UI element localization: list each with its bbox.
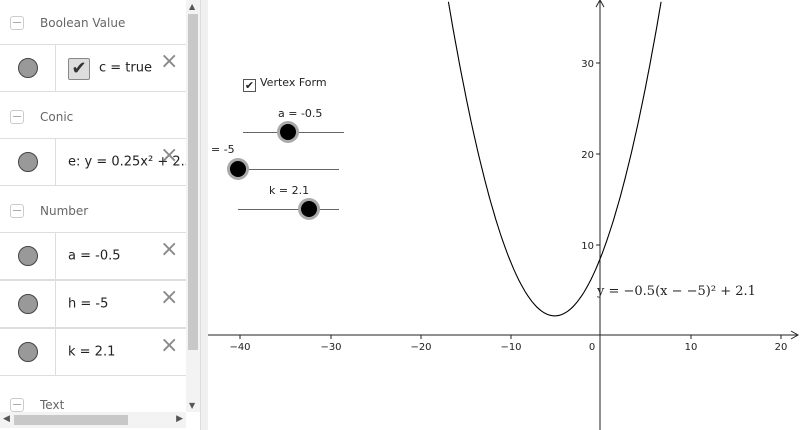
algebra-item-k[interactable]: k = 2.1 × [0, 328, 186, 376]
algebra-item-a[interactable]: a = -0.5 × [0, 232, 186, 280]
vertical-scrollbar[interactable]: ▲ ▼ [186, 0, 200, 412]
visibility-dot-icon[interactable] [18, 342, 38, 362]
group-label: Text [40, 398, 65, 412]
scroll-thumb[interactable] [188, 14, 198, 350]
slider-h-label: = -5 [211, 143, 235, 156]
panel-divider[interactable] [200, 0, 208, 430]
graphics-view[interactable]: −40 −30 −20 −10 0 10 20 10 20 30 [208, 0, 800, 430]
visibility-toggle[interactable] [0, 45, 56, 91]
y-axis-arrow-icon [595, 0, 605, 8]
visibility-toggle[interactable] [0, 281, 56, 327]
scroll-right-icon[interactable]: ▶ [176, 414, 183, 424]
item-text: k = 2.1 [68, 344, 116, 360]
delete-icon[interactable]: × [160, 49, 179, 74]
visibility-dot-icon[interactable] [18, 58, 38, 78]
delete-icon[interactable]: × [160, 285, 179, 310]
graph-canvas[interactable]: −40 −30 −20 −10 0 10 20 10 20 30 [208, 0, 800, 430]
x-tick-label: −30 [320, 342, 341, 353]
slider-k-handle[interactable] [301, 201, 317, 217]
algebra-view: Boolean Value ✔ c = true × Conic e: y = … [0, 0, 200, 430]
parabola-curve[interactable] [447, 1, 662, 317]
y-tick-marks [596, 62, 600, 246]
delete-icon[interactable]: × [160, 143, 179, 168]
slider-k-label: k = 2.1 [269, 184, 310, 197]
algebra-item-c[interactable]: ✔ c = true × [0, 44, 186, 92]
slider-h-track[interactable] [238, 169, 339, 170]
algebra-item-h[interactable]: h = -5 × [0, 280, 186, 328]
group-header-conic[interactable]: Conic [0, 94, 186, 140]
y-tick-label: 20 [581, 150, 594, 161]
item-text: e: y = 0.25x² + 2.5x [68, 154, 200, 170]
item-text: h = -5 [68, 296, 109, 312]
visibility-toggle[interactable] [0, 139, 56, 185]
vertex-form-formula: y = −0.5(x − −5)² + 2.1 [597, 284, 756, 299]
item-text: c = true [99, 60, 152, 76]
group-header-boolean[interactable]: Boolean Value [0, 0, 186, 46]
vertex-form-checkbox[interactable]: ✔ Vertex Form [243, 76, 327, 92]
collapse-icon[interactable] [10, 16, 24, 30]
x-tick-label: 20 [775, 342, 788, 353]
x-tick-marks [239, 335, 782, 339]
x-tick-label: −20 [410, 342, 431, 353]
collapse-icon[interactable] [10, 398, 24, 412]
x-tick-label: −40 [229, 342, 250, 353]
collapse-icon[interactable] [10, 110, 24, 124]
checkbox-c[interactable]: ✔ [68, 58, 90, 80]
group-header-number[interactable]: Number [0, 188, 186, 234]
horizontal-scrollbar[interactable]: ◀ ▶ [0, 412, 186, 428]
y-tick-label: 10 [581, 241, 594, 252]
slider-h-handle[interactable] [230, 161, 246, 177]
group-label: Boolean Value [40, 16, 126, 30]
checkbox-label: Vertex Form [260, 76, 327, 89]
delete-icon[interactable]: × [160, 333, 179, 358]
scroll-left-icon[interactable]: ◀ [3, 414, 10, 424]
scroll-thumb[interactable] [14, 415, 128, 425]
x-tick-label: 0 [589, 342, 595, 353]
slider-a-handle[interactable] [280, 124, 296, 140]
group-header-text[interactable]: Text [0, 382, 186, 428]
visibility-dot-icon[interactable] [18, 152, 38, 172]
slider-k-track[interactable] [238, 209, 339, 210]
delete-icon[interactable]: × [160, 237, 179, 262]
visibility-dot-icon[interactable] [18, 246, 38, 266]
scroll-up-icon[interactable]: ▲ [189, 2, 196, 11]
checkbox-checked-icon[interactable]: ✔ [243, 79, 256, 92]
x-tick-label: 10 [685, 342, 698, 353]
visibility-toggle[interactable] [0, 329, 56, 375]
visibility-toggle[interactable] [0, 233, 56, 279]
collapse-icon[interactable] [10, 204, 24, 218]
y-tick-label: 30 [581, 59, 594, 70]
group-label: Number [40, 204, 89, 218]
algebra-item-e[interactable]: e: y = 0.25x² + 2.5x × [0, 138, 200, 186]
visibility-dot-icon[interactable] [18, 294, 38, 314]
item-text: a = -0.5 [68, 248, 121, 264]
slider-a-label: a = -0.5 [278, 107, 323, 120]
group-label: Conic [40, 110, 74, 124]
scroll-down-icon[interactable]: ▼ [189, 401, 196, 410]
x-tick-label: −10 [500, 342, 521, 353]
x-axis-arrow-icon [790, 330, 800, 340]
